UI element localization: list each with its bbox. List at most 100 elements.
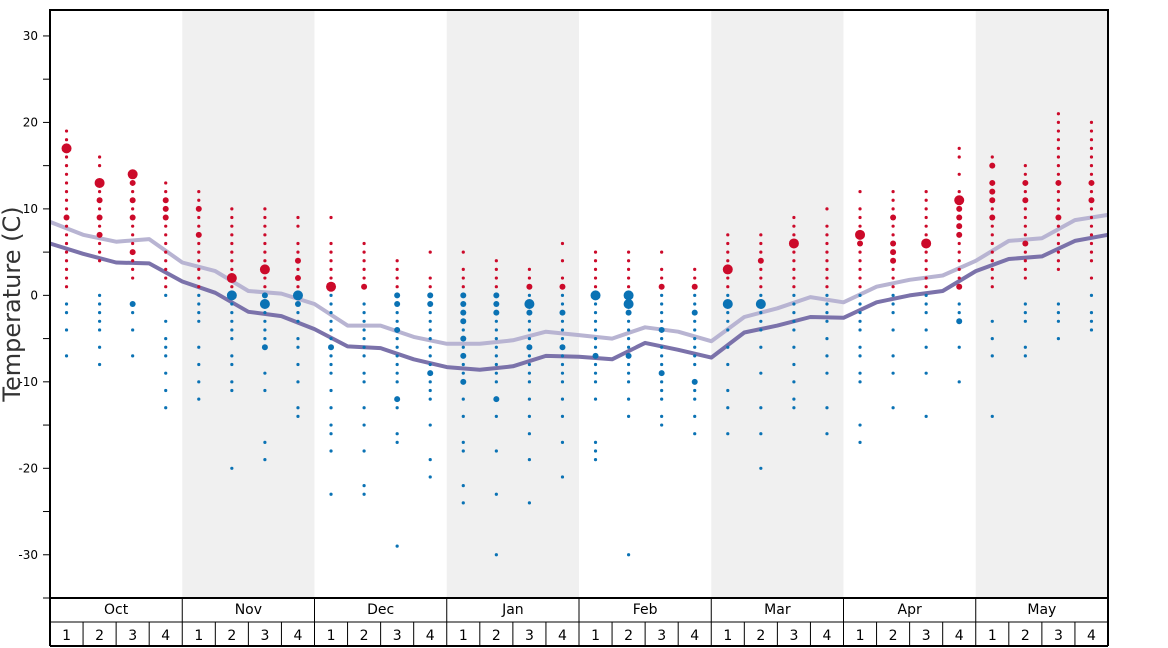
warm-dot <box>63 214 70 221</box>
cold-dot <box>329 492 333 496</box>
warm-dot <box>924 267 928 272</box>
warm-dot <box>990 241 994 246</box>
week-label: 3 <box>922 628 931 644</box>
warm-dot <box>97 207 102 211</box>
warm-dot <box>461 250 465 254</box>
cold-dot <box>593 328 598 332</box>
warm-dot <box>494 276 498 280</box>
cold-dot <box>197 345 201 349</box>
cold-dot <box>395 311 399 315</box>
cold-dot <box>858 440 862 444</box>
cold-dot <box>461 449 465 453</box>
y-axis-label: Temperature (C) <box>0 206 26 402</box>
warm-dot <box>924 224 928 228</box>
cold-dot <box>329 371 333 375</box>
cold-dot <box>560 302 565 306</box>
warm-dot <box>956 283 963 290</box>
cold-dot <box>428 345 432 349</box>
cold-dot <box>825 293 829 297</box>
warm-dot <box>197 241 201 246</box>
cold-dot <box>164 371 168 375</box>
warm-dot <box>1023 224 1027 228</box>
cold-dot <box>759 293 763 297</box>
cold-dot <box>428 311 432 315</box>
warm-dot <box>1023 267 1027 272</box>
warm-dot <box>1056 120 1061 125</box>
warm-dot <box>97 164 102 168</box>
warm-dot <box>230 241 234 246</box>
cold-dot <box>494 328 498 332</box>
cold-dot <box>197 319 201 323</box>
warm-dot <box>1089 276 1094 280</box>
cold-dot <box>395 354 399 358</box>
cold-dot <box>825 336 829 341</box>
warm-dot <box>1089 241 1094 246</box>
cold-dot <box>263 458 267 462</box>
week-label: 1 <box>591 628 600 644</box>
cold-dot <box>1056 336 1061 341</box>
week-label: 3 <box>128 628 137 644</box>
cold-dot <box>658 326 665 333</box>
cold-dot <box>660 423 664 427</box>
cold-dot <box>693 362 697 367</box>
warm-dot <box>957 172 961 176</box>
cold-dot <box>494 371 498 375</box>
warm-dot <box>1056 146 1061 150</box>
cold-dot <box>626 336 631 341</box>
cold-dot <box>825 311 829 315</box>
cold-dot <box>693 414 697 419</box>
cold-dot <box>296 362 300 367</box>
warm-dot <box>230 207 234 211</box>
warm-dot <box>197 267 201 272</box>
warm-dot <box>722 264 733 275</box>
week-label: 4 <box>161 628 170 644</box>
cold-dot <box>660 293 664 297</box>
warm-dot <box>924 285 928 289</box>
cold-dot <box>460 378 467 385</box>
cold-dot <box>891 311 895 315</box>
warm-dot <box>891 224 895 228</box>
warm-dot <box>326 281 337 292</box>
week-label: 4 <box>690 628 699 644</box>
warm-dot <box>1089 224 1094 228</box>
warm-dot <box>957 276 961 280</box>
warm-dot <box>626 259 631 263</box>
warm-dot <box>825 207 829 211</box>
cold-dot <box>626 345 631 349</box>
cold-dot <box>560 328 565 332</box>
warm-dot <box>64 233 69 237</box>
cold-dot <box>858 371 862 375</box>
cold-dot <box>560 475 565 479</box>
cold-dot <box>693 388 697 393</box>
warm-dot <box>957 259 961 263</box>
warm-dot <box>230 233 234 237</box>
warm-dot <box>162 197 169 204</box>
cold-dot <box>825 371 829 375</box>
month-bands <box>182 10 1108 598</box>
cold-dot <box>593 336 598 341</box>
warm-dot <box>164 259 168 263</box>
week-label: 2 <box>227 628 236 644</box>
cold-dot <box>792 311 796 315</box>
week-label: 2 <box>889 628 898 644</box>
cold-dot <box>693 397 697 401</box>
warm-dot <box>855 229 866 240</box>
cold-dot <box>64 302 69 306</box>
cold-dot <box>924 371 928 375</box>
warm-dot <box>96 214 103 221</box>
warm-dot <box>957 241 961 246</box>
warm-dot <box>494 259 498 263</box>
cold-dot <box>362 319 366 323</box>
warm-dot <box>759 285 763 289</box>
warm-dot <box>792 267 796 272</box>
warm-dot <box>593 259 598 263</box>
cold-dot <box>230 311 234 315</box>
week-label: 1 <box>62 628 71 644</box>
warm-dot <box>329 267 333 272</box>
cold-dot <box>858 345 862 349</box>
cold-dot <box>230 354 234 358</box>
cold-dot <box>164 388 168 393</box>
cold-dot <box>428 380 432 384</box>
cold-dot <box>494 553 498 557</box>
cold-dot <box>428 458 432 462</box>
